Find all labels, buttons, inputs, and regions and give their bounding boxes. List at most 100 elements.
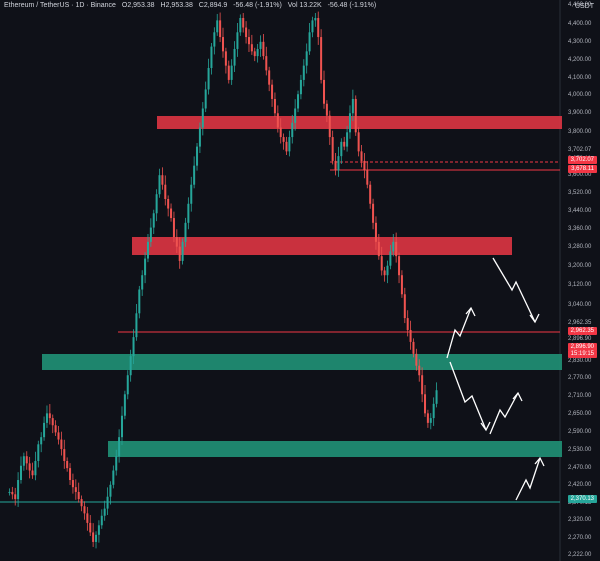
candle-body [389,251,392,266]
candle-body [207,68,210,90]
candle-body [262,41,265,57]
candle-body [181,241,184,261]
price-tick-label: 2,830.00 [568,358,592,364]
candle-body [11,491,14,495]
candle-body [178,246,181,261]
candle-body [247,37,250,45]
price-tick-label: 3,280.00 [568,244,592,250]
candle-body [224,51,227,66]
price-tick-label: 2,710.00 [568,393,592,399]
price-tick-label: 4,460.00 [568,2,592,8]
candle-body [253,51,256,57]
price-badge: 15:19:15 [567,350,597,358]
candle-body [276,113,279,128]
candle-body [236,32,239,49]
price-tick-label: 2,896.90 [568,336,592,342]
close-value: C2,894.9 [198,2,228,9]
projection-arrow-up-3 [515,457,541,501]
price-tick-label: 2,962.35 [568,320,592,326]
price-badge: 3,678.11 [568,165,597,173]
candle-body [239,18,242,33]
candle-body [17,480,20,500]
price-badge: 2,896.90 [567,343,597,351]
candle-body [175,237,178,247]
candle-body [354,98,357,133]
candle-body [37,444,40,461]
candle-body [31,470,34,476]
candle-body [155,194,158,214]
candle-body [71,480,74,488]
candle-body [424,394,427,414]
projection-arrow-up-3-head [534,456,545,467]
symbol-title: Ethereum / TetherUS · 1D · Binance [4,2,116,9]
candle-body [184,222,187,242]
price-tick-label: 3,120.00 [568,282,592,288]
price-tick-label: 3,360.00 [568,226,592,232]
candle-body [126,375,129,395]
candle-body [398,256,401,276]
candle-body [392,241,395,252]
candle-body [259,41,262,49]
high-value: H2,953.38 [160,2,193,9]
projection-arrow-up-1-head [465,306,476,317]
candle-body [366,170,369,185]
candle-body [285,141,288,152]
candle-body [204,89,207,109]
price-tick-label: 2,470.00 [568,465,592,471]
price-tick-label: 3,040.00 [568,302,592,308]
candle-body [227,65,230,80]
candle-body [351,98,354,114]
candle-body [314,18,317,21]
candle-body [250,44,253,52]
candle-body [190,184,193,204]
candle-body [334,160,337,171]
candle-body [149,227,152,242]
candle-body [201,108,204,128]
candle-body [216,20,219,33]
candle-body [129,356,132,376]
candle-body [380,256,383,271]
candle-body [320,37,323,80]
candle-body [429,418,432,423]
candle-body [418,365,421,376]
price-tick-label: 3,600.00 [568,172,592,178]
candle-body [54,425,57,433]
candle-body [63,449,66,461]
support-zone [42,354,562,370]
candle-body [60,439,63,450]
price-tick-label: 2,270.00 [568,535,592,541]
candle-body [51,418,54,426]
price-tick-label: 3,200.00 [568,263,592,269]
candle-body [412,341,415,354]
candle-body [34,460,37,476]
resistance-zone [157,116,562,129]
price-badge: 2,962.35 [567,327,597,335]
candle-body [308,32,311,52]
candle-body [233,48,236,66]
price-tick-label: 2,370.13 [568,500,592,506]
change-value: -56.48 (-1.91%) [233,2,282,9]
price-tick-label: 3,520.00 [568,190,592,196]
price-tick-label: 3,440.00 [568,208,592,214]
candle-body [112,470,115,485]
candle-body [288,137,291,152]
candle-body [146,241,149,259]
candle-body [57,432,60,440]
candle-body [245,27,248,38]
candle-body [83,506,86,514]
candle-body [357,132,360,152]
candle-body [372,203,375,223]
candle-body [377,241,380,257]
candle-body [66,460,69,469]
candle-body [187,203,190,223]
candle-body [144,258,147,276]
candle-body [135,313,138,338]
candle-body [77,491,80,500]
projection-arrow-up-2 [489,392,519,435]
price-tick-label: 2,320.00 [568,517,592,523]
candle-body [97,525,100,535]
candle-body [170,208,173,219]
candle-body [268,70,271,85]
candle-body [95,534,98,542]
